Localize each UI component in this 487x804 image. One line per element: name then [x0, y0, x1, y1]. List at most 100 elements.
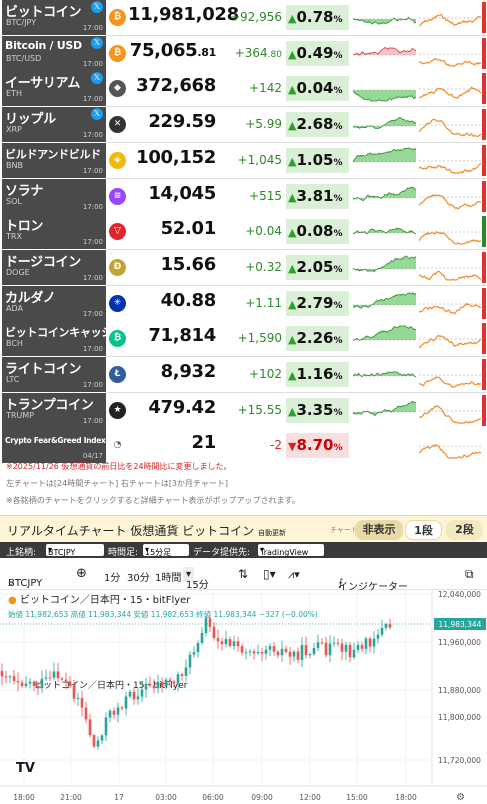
update-time: 17:00: [82, 273, 103, 282]
chart-24h[interactable]: [353, 288, 416, 319]
coin-ticker: DOGE: [6, 267, 30, 277]
price-row[interactable]: ソラナ SOL 17:00 ≡ 14,045 +515 ▲3.81%: [0, 178, 487, 214]
chart-3m[interactable]: [419, 2, 481, 33]
candle-body: [236, 641, 240, 647]
chart-3m[interactable]: [419, 252, 481, 283]
chart-24h[interactable]: [353, 38, 416, 69]
price-row[interactable]: トロン TRX 17:00 ▽ 52.01 +0.04 ▲0.08%: [0, 214, 487, 250]
coin-icon: ✕: [109, 116, 126, 134]
chart-24h[interactable]: [353, 395, 416, 426]
compare-icon[interactable]: ⇅: [238, 567, 249, 581]
up-triangle-icon: ▲: [288, 154, 297, 168]
two-row-button[interactable]: 2段: [446, 520, 483, 540]
interval-30m[interactable]: 30分: [127, 573, 150, 584]
coin-name-panel[interactable]: Bitcoin / USD BTC/USD 17:00 𝕏: [2, 35, 106, 71]
row-divider: [108, 142, 486, 144]
coin-pct: ▲3.81%: [286, 183, 349, 209]
chart-24h[interactable]: [353, 145, 416, 176]
coin-icon: ₿: [109, 9, 126, 26]
coin-name-panel[interactable]: イーサリアム ETH 17:00 𝕏: [2, 71, 106, 107]
one-row-button[interactable]: 1段: [405, 520, 442, 540]
price-row[interactable]: ドージコイン DOGE 17:00 Ð 15.66 +0.32 ▲2.05%: [0, 249, 487, 285]
settings-icon[interactable]: ⚙: [456, 792, 465, 803]
price-main: 14,045: [148, 182, 216, 204]
price-row[interactable]: ビットコイン BTC/JPY 17:00 𝕏 ₿ 11,981,028 +92,956 ▲0.…: [0, 0, 487, 35]
candle-body: [204, 618, 208, 633]
coin-name-panel[interactable]: リップル XRP 17:00 𝕏: [2, 107, 106, 143]
x-share-icon[interactable]: 𝕏: [91, 72, 103, 85]
price-chart[interactable]: ● ビットコイン／日本円・15・bitFlyer 始値 11,982,653 高…: [0, 590, 487, 804]
chart-24h[interactable]: [353, 181, 416, 212]
pct-sign: %: [333, 336, 343, 347]
chart-24h[interactable]: [353, 323, 416, 354]
update-time: 17:00: [82, 202, 103, 211]
chart-3m[interactable]: [419, 359, 481, 390]
coin-name-panel[interactable]: トロン TRX 17:00: [2, 214, 106, 250]
interval-1m[interactable]: 1分: [104, 573, 121, 584]
chart-3m[interactable]: [419, 323, 481, 354]
chart-24h[interactable]: [353, 252, 416, 283]
price-row[interactable]: ビルドアンドビルド BNB 17:00 ◈ 100,152 +1,045 ▲1.05%: [0, 142, 487, 178]
chart-3m[interactable]: [419, 181, 481, 212]
x-tick-label: 03:00: [155, 793, 177, 802]
price-row[interactable]: カルダノ ADA 17:00 ✳ 40.88 +1.11 ▲2.79%: [0, 285, 487, 321]
chart-24h[interactable]: [353, 109, 416, 140]
symbol-select[interactable]: BTCJPY ▾: [46, 544, 104, 557]
row-divider: [108, 249, 486, 251]
up-triangle-icon: ▲: [288, 261, 297, 275]
chart-24h[interactable]: [353, 216, 416, 247]
chart-3m[interactable]: [419, 145, 481, 176]
interval-1h[interactable]: 1時間: [155, 573, 182, 584]
price-row[interactable]: ビットコインキャッシュ BCH 17:00 ₿ 71,814 +1,590 ▲2.26%: [0, 321, 487, 357]
price-row[interactable]: Bitcoin / USD BTC/USD 17:00 𝕏 ₿ 75,065.81 +364…: [0, 35, 487, 71]
chart-24h[interactable]: [353, 2, 416, 33]
x-share-icon[interactable]: 𝕏: [91, 1, 103, 13]
up-triangle-icon: ▲: [288, 47, 297, 61]
candle-body: [360, 645, 364, 649]
coin-name-panel[interactable]: ビルドアンドビルド BNB 17:00: [2, 142, 106, 178]
coin-name: ライトコイン: [5, 362, 82, 377]
chart-24h[interactable]: [353, 359, 416, 390]
pct-sign: %: [333, 122, 343, 133]
interval-15m[interactable]: 15分 ▾: [183, 567, 209, 591]
candle-body: [52, 671, 56, 678]
coin-pct: ▲2.68%: [286, 112, 349, 138]
chart-3m[interactable]: [419, 109, 481, 140]
chart-3m[interactable]: [419, 288, 481, 319]
chart-3m[interactable]: [419, 73, 481, 104]
price-row[interactable]: ライトコイン LTC 17:00 Ł 8,932 +102 ▲1.16%: [0, 357, 487, 392]
hide-button[interactable]: 非表示: [355, 520, 403, 540]
side-bar: [482, 394, 486, 426]
feargreed-row[interactable]: Crypto Fear&Greed Index 04/17 ◔ 21 -2 ▼8.70%: [0, 428, 487, 464]
popout-icon[interactable]: ⧉: [465, 567, 474, 581]
chart-3m[interactable]: [419, 430, 481, 461]
add-symbol-icon[interactable]: ⊕: [76, 566, 87, 581]
candle-body: [256, 652, 260, 654]
coin-icon: ◈: [109, 151, 126, 169]
price-row[interactable]: トランプコイン TRUMP 17:00 ★ 479.42 +15.55 ▲3.35%: [0, 392, 487, 428]
price-row[interactable]: イーサリアム ETH 17:00 𝕏 ◆ 372,668 +142 ▲0.04%: [0, 71, 487, 107]
candle-body: [220, 641, 224, 645]
candle-style-icon[interactable]: ▯▾: [263, 567, 276, 581]
coin-name-panel[interactable]: ソラナ SOL 17:00: [2, 178, 106, 214]
note-1: ※2025/11/26 仮想通貨の前日比を24時間比に変更しました。: [6, 462, 232, 471]
coin-name-panel[interactable]: ドージコイン DOGE 17:00: [2, 249, 106, 285]
area-style-icon[interactable]: ⩘▾: [288, 568, 300, 581]
coin-name-panel[interactable]: ライトコイン LTC 17:00: [2, 357, 106, 392]
side-bar: [482, 144, 486, 176]
chart-3m[interactable]: [419, 216, 481, 247]
feargreed-name-panel[interactable]: Crypto Fear&Greed Index 04/17: [2, 428, 106, 464]
coin-name-panel[interactable]: トランプコイン TRUMP 17:00: [2, 392, 106, 428]
x-share-icon[interactable]: 𝕏: [91, 36, 103, 49]
coin-price: 100,152: [128, 147, 216, 168]
chart-3m[interactable]: [419, 38, 481, 69]
provider-select[interactable]: TradingView ▾: [258, 544, 324, 557]
coin-name-panel[interactable]: カルダノ ADA 17:00: [2, 285, 106, 321]
coin-name-panel[interactable]: ビットコイン BTC/JPY 17:00 𝕏: [2, 0, 106, 35]
x-share-icon[interactable]: 𝕏: [91, 108, 103, 121]
coin-name-panel[interactable]: ビットコインキャッシュ BCH 17:00: [2, 321, 123, 357]
chart-24h[interactable]: [353, 73, 416, 104]
chart-3m[interactable]: [419, 395, 481, 426]
price-row[interactable]: リップル XRP 17:00 𝕏 ✕ 229.59 +5.99 ▲2.68%: [0, 107, 487, 143]
timeframe-select[interactable]: 15分足 ▾: [143, 544, 189, 557]
